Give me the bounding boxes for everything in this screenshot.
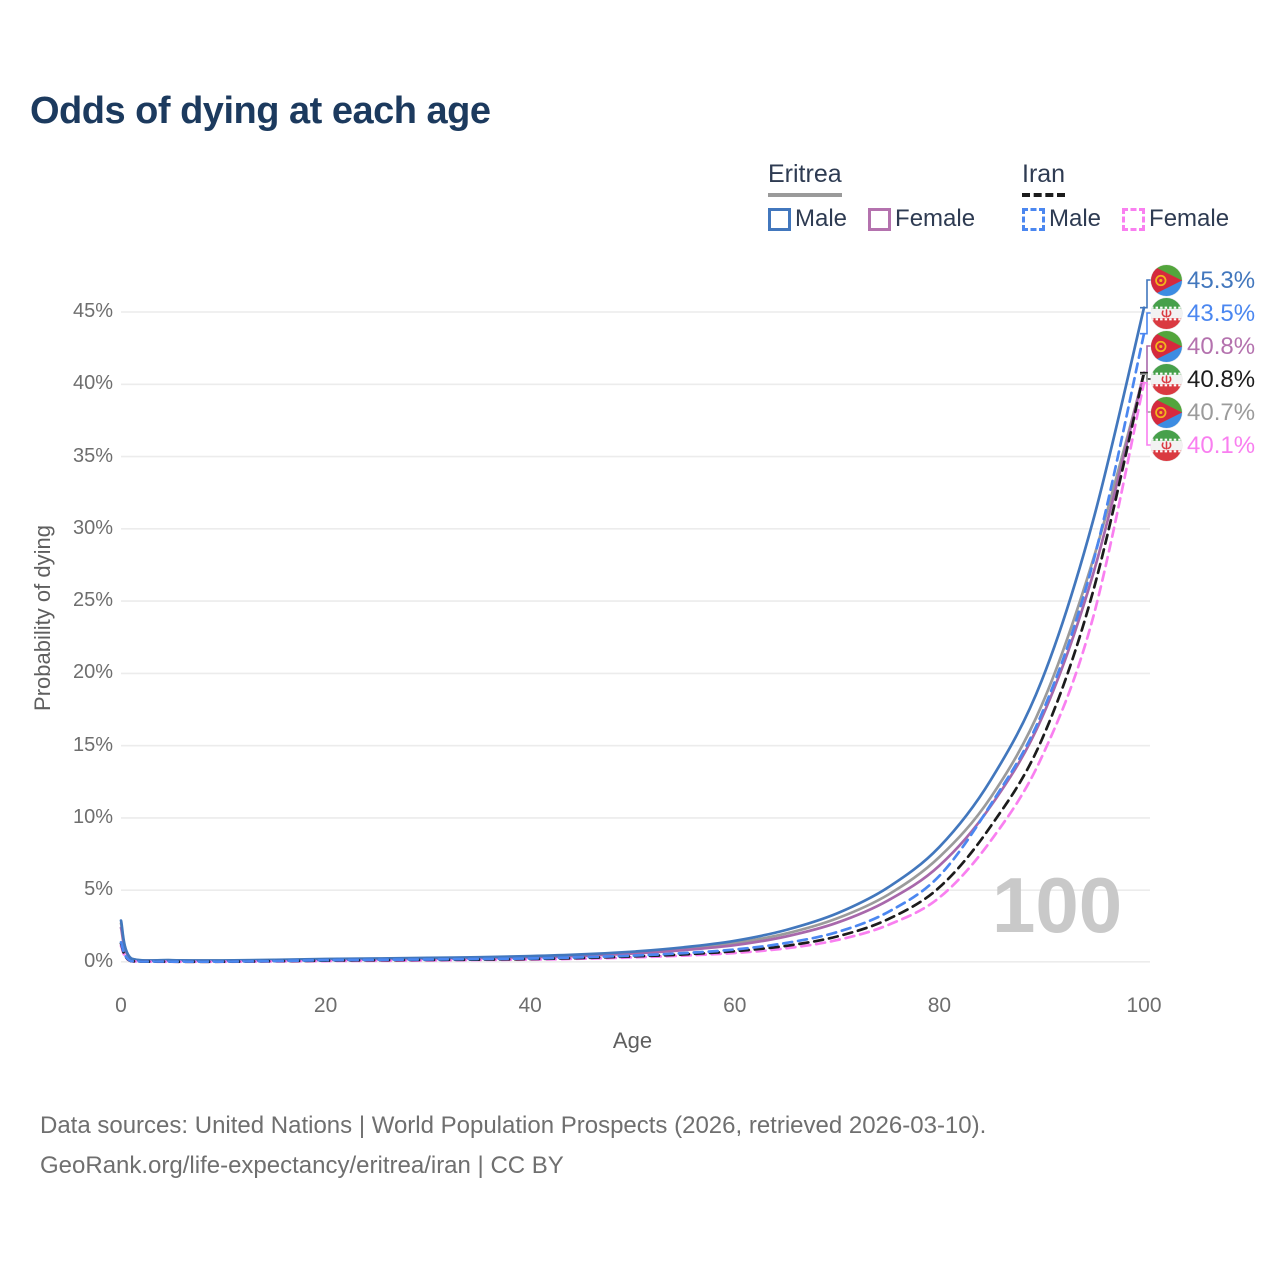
legend-country-name[interactable]: Iran bbox=[1022, 160, 1066, 197]
legend-swatch-icon bbox=[768, 207, 791, 231]
footer-attribution-link[interactable]: GeoRank.org/life-expectancy/eritrea/iran… bbox=[40, 1152, 564, 1179]
end-label-connector bbox=[1140, 312, 1151, 335]
legend-item-label: Female bbox=[1149, 205, 1230, 232]
footer: Data sources: United Nations | World Pop… bbox=[40, 1106, 986, 1186]
legend-item-label: Male bbox=[1049, 205, 1102, 232]
legend-item-eritrea-male[interactable]: Male bbox=[768, 205, 847, 233]
line-eritrea-female[interactable] bbox=[119, 371, 1146, 963]
y-tick-label: 25% bbox=[72, 589, 113, 612]
footer-data-sources: Data sources: United Nations | World Pop… bbox=[40, 1112, 987, 1139]
end-value-label-eritrea-female: 40.8% bbox=[1187, 333, 1256, 360]
x-tick-label: 0 bbox=[115, 994, 127, 1017]
page-title: Odds of dying at each age bbox=[30, 90, 491, 132]
x-axis-title: Age bbox=[612, 1028, 653, 1053]
legend-group-iran: Iran Male Female bbox=[1022, 160, 1250, 233]
iran-flag-icon bbox=[1151, 297, 1182, 329]
iran-flag-icon bbox=[1151, 363, 1182, 395]
legend-country-name[interactable]: Eritrea bbox=[768, 160, 842, 197]
legend-swatch-icon bbox=[1122, 207, 1146, 231]
end-value-label-iran-female: 40.1% bbox=[1187, 432, 1256, 459]
legend-item-eritrea-female[interactable]: Female bbox=[868, 205, 975, 233]
x-tick-label: 100 bbox=[1126, 994, 1162, 1017]
legend-item-label: Female bbox=[895, 205, 976, 232]
legend-item-iran-male[interactable]: Male bbox=[1022, 205, 1101, 233]
x-tick-label: 40 bbox=[518, 994, 542, 1017]
y-tick-label: 5% bbox=[84, 878, 113, 901]
line-iran-both[interactable] bbox=[119, 371, 1146, 964]
line-iran-male[interactable] bbox=[119, 332, 1146, 964]
y-tick-label: 45% bbox=[72, 300, 113, 322]
eritrea-flag-icon bbox=[1151, 264, 1182, 296]
y-tick-label: 0% bbox=[84, 949, 113, 972]
x-tick-label: 60 bbox=[723, 994, 747, 1017]
legend: Eritrea Male Female Iran Male Female bbox=[0, 0, 1280, 250]
x-tick-label: 20 bbox=[313, 994, 338, 1017]
eritrea-flag-icon bbox=[1151, 330, 1182, 362]
legend-swatch-icon bbox=[868, 207, 892, 231]
line-eritrea-both[interactable] bbox=[119, 372, 1146, 962]
eritrea-flag-icon bbox=[1151, 396, 1182, 428]
end-label-connector bbox=[1140, 279, 1151, 309]
y-tick-label: 40% bbox=[72, 372, 113, 395]
legend-item-label: Male bbox=[795, 205, 848, 232]
y-tick-label: 15% bbox=[72, 733, 113, 756]
end-value-label-iran-male: 43.5% bbox=[1187, 300, 1256, 327]
y-tick-label: 35% bbox=[72, 444, 113, 467]
legend-swatch-icon bbox=[1022, 207, 1045, 231]
watermark-age-100: 100 bbox=[992, 861, 1123, 949]
y-tick-label: 30% bbox=[72, 516, 113, 539]
y-axis-title: Probability of dying bbox=[30, 525, 55, 711]
end-label-connector bbox=[1140, 382, 1151, 446]
y-tick-label: 10% bbox=[72, 805, 113, 828]
line-iran-female[interactable] bbox=[119, 381, 1146, 964]
legend-group-eritrea: Eritrea Male Female bbox=[768, 160, 996, 233]
end-value-label-iran-both: 40.8% bbox=[1187, 366, 1256, 393]
end-value-label-eritrea-male: 45.3% bbox=[1187, 267, 1256, 294]
end-value-label-eritrea-both: 40.7% bbox=[1187, 399, 1256, 426]
legend-item-iran-female[interactable]: Female bbox=[1122, 205, 1229, 233]
y-tick-label: 20% bbox=[72, 661, 113, 684]
x-tick-label: 80 bbox=[927, 994, 952, 1017]
iran-flag-icon bbox=[1151, 429, 1182, 461]
line-eritrea-male[interactable] bbox=[119, 306, 1146, 962]
